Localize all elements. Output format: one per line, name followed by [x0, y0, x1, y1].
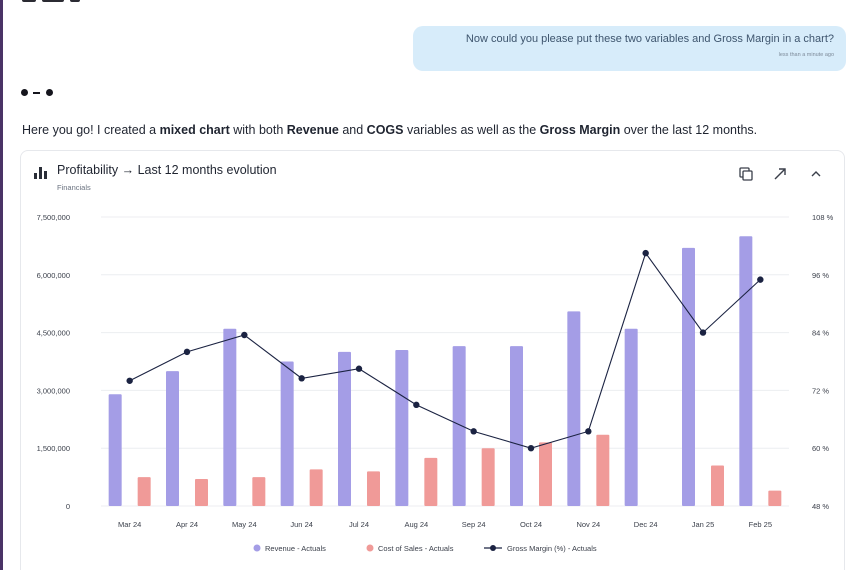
y-right-tick-label: 84 % [812, 329, 829, 338]
gross-margin-point [757, 276, 764, 283]
gross-margin-point [241, 331, 248, 339]
card-title: Profitability → Last 12 months evolution [57, 163, 277, 177]
assistant-message-part: Gross Margin [539, 123, 621, 137]
cost-of-sales-bar [252, 477, 266, 506]
y-left-tick-label: 6,000,000 [37, 271, 70, 280]
y-left-tick-label: 4,500,000 [37, 329, 70, 338]
x-tick-label: Nov 24 [576, 520, 600, 529]
expand-button[interactable] [771, 165, 789, 183]
y-left-tick-label: 1,500,000 [37, 444, 70, 453]
assistant-message-part: mixed chart [159, 123, 230, 137]
x-tick-label: Mar 24 [118, 520, 141, 529]
y-left-tick-label: 3,000,000 [37, 386, 70, 395]
x-tick-label: Jun 24 [290, 520, 313, 529]
gross-margin-point [126, 377, 133, 384]
collapse-button[interactable] [807, 165, 825, 183]
revenue-bar [510, 346, 523, 506]
revenue-bar [624, 328, 638, 506]
assistant-message-part: Here you go! I created a [22, 123, 160, 137]
copy-button[interactable] [737, 165, 755, 183]
gross-margin-point [183, 348, 191, 356]
app-logo [22, 0, 102, 6]
x-tick-label: May 24 [232, 520, 257, 529]
user-message-bubble: Now could you please put these two varia… [413, 26, 846, 71]
assistant-message-part: COGS [366, 123, 404, 137]
cost-of-sales-bar [539, 442, 552, 506]
revenue-bar [166, 371, 179, 506]
y-right-tick-label: 60 % [812, 444, 829, 453]
x-tick-label: Feb 25 [749, 520, 772, 529]
gross-margin-point [527, 445, 535, 452]
x-tick-label: Apr 24 [176, 520, 198, 529]
revenue-bar [395, 349, 409, 506]
x-tick-label: Jul 24 [349, 520, 369, 529]
y-left-tick-label: 7,500,000 [37, 213, 70, 222]
y-left-tick-label: 0 [66, 502, 70, 511]
user-message-text: Now could you please put these two varia… [465, 33, 834, 45]
x-tick-label: Dec 24 [634, 520, 658, 529]
cost-of-sales-bar [367, 471, 380, 506]
assistant-message-part: variables as well as the [403, 123, 540, 137]
x-tick-label: Sep 24 [462, 520, 486, 529]
legend-label-revenue: Revenue - Actuals [265, 544, 326, 553]
revenue-bar [682, 247, 695, 506]
assistant-message-part: Revenue [286, 123, 339, 137]
assistant-avatar-icon [21, 88, 61, 98]
x-tick-label: Oct 24 [520, 520, 542, 529]
cost-of-sales-bar [481, 448, 495, 506]
revenue-bar [452, 346, 466, 506]
y-right-tick-label: 108 % [812, 213, 834, 222]
user-message-time: less than a minute ago [778, 52, 834, 58]
chevron-up-icon [811, 171, 821, 177]
y-right-tick-label: 72 % [812, 386, 829, 395]
copy-icon [739, 167, 753, 181]
assistant-message-part: and [338, 123, 367, 137]
cost-of-sales-bar [424, 457, 438, 506]
x-tick-label: Aug 24 [404, 520, 428, 529]
revenue-bar [567, 311, 581, 506]
gross-margin-point [355, 365, 363, 372]
revenue-bar [280, 361, 294, 506]
gross-margin-point [413, 401, 420, 409]
gross-margin-point [585, 428, 592, 435]
revenue-bar [108, 394, 122, 506]
assistant-message-part: with both [229, 123, 287, 137]
gross-margin-point [642, 249, 649, 257]
mixed-chart: 0 1,500,000 3,000,000 4,500,000 6,000,000 7,5… [37, 213, 834, 553]
cost-of-sales-bar [596, 434, 610, 506]
legend-marker-gross-margin [490, 545, 496, 551]
window-edge [0, 0, 3, 570]
bar-chart-icon [34, 167, 48, 179]
cost-of-sales-bar [768, 490, 782, 506]
cost-of-sales-bar [195, 479, 208, 506]
legend-label-cost-of-sales: Cost of Sales - Actuals [378, 544, 454, 553]
assistant-message: Here you go! I created a mixed chart wit… [22, 123, 757, 137]
cost-of-sales-bar [711, 465, 724, 506]
gross-margin-point [699, 329, 707, 336]
legend-marker-revenue [253, 544, 261, 552]
cost-of-sales-bar [137, 477, 151, 506]
legend-label-gross-margin: Gross Margin (%) - Actuals [507, 544, 597, 553]
revenue-bar [338, 351, 351, 506]
chart-card: Profitability → Last 12 months evolution… [20, 150, 845, 570]
x-tick-label: Jan 25 [692, 520, 715, 529]
expand-icon [774, 168, 786, 180]
gross-margin-point [298, 375, 305, 382]
gross-margin-line [129, 251, 761, 449]
y-right-tick-label: 96 % [812, 271, 829, 280]
legend-marker-cost-of-sales [366, 544, 374, 552]
revenue-bar [223, 328, 237, 506]
gross-margin-point [470, 428, 477, 435]
y-right-tick-label: 48 % [812, 502, 829, 511]
assistant-message-part: over the last 12 months. [620, 123, 758, 137]
revenue-bar [739, 236, 753, 506]
card-subtitle: Financials [57, 183, 91, 192]
cost-of-sales-bar [309, 469, 323, 506]
